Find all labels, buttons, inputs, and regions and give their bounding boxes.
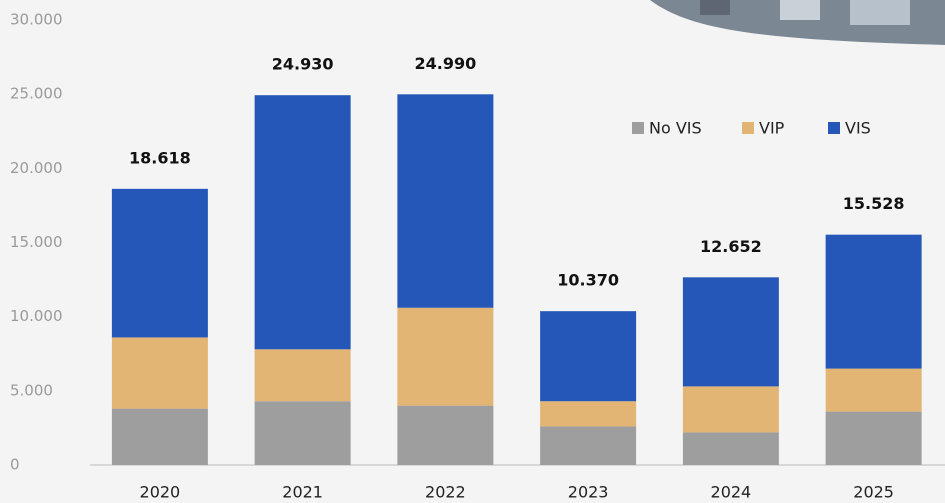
legend-swatch: [742, 122, 754, 134]
legend-swatch: [828, 122, 840, 134]
x-tick-label: 2022: [425, 483, 466, 502]
y-tick-label: 25.000: [10, 85, 63, 103]
total-label: 24.930: [272, 55, 334, 74]
total-label: 24.990: [415, 54, 477, 73]
legend-label: VIP: [759, 119, 785, 138]
total-label: 12.652: [700, 237, 762, 256]
bar-segment: [111, 337, 208, 409]
bar-segment: [682, 432, 779, 465]
bar-segment: [397, 307, 494, 406]
bar-segment: [540, 311, 637, 402]
legend-label: No VIS: [649, 119, 702, 138]
bar-segment: [540, 401, 637, 427]
bar-segment: [825, 368, 922, 412]
bar-segment: [682, 386, 779, 433]
x-tick-label: 2020: [140, 483, 181, 502]
y-tick-label: 15.000: [10, 233, 63, 251]
y-tick-label: 0: [10, 456, 20, 474]
bar-segment: [254, 401, 351, 465]
bar-segment: [254, 349, 351, 402]
x-tick-label: 2024: [711, 483, 752, 502]
legend-swatch: [632, 122, 644, 134]
bar-segment: [397, 405, 494, 465]
bar-segment: [825, 234, 922, 369]
total-label: 15.528: [843, 194, 905, 213]
x-tick-label: 2023: [568, 483, 609, 502]
legend-label: VIS: [845, 119, 871, 138]
total-label: 10.370: [557, 271, 619, 290]
y-tick-label: 5.000: [10, 381, 53, 399]
bar-segment: [254, 95, 351, 350]
bar-segment: [397, 94, 494, 308]
bar-segment: [540, 426, 637, 465]
bar-segment: [825, 411, 922, 465]
corner-photo: [650, 0, 945, 45]
y-tick-label: 20.000: [10, 159, 63, 177]
bar-segment: [111, 188, 208, 338]
x-tick-label: 2021: [282, 483, 323, 502]
total-label: 18.618: [129, 148, 191, 167]
x-tick-label: 2025: [853, 483, 894, 502]
y-tick-label: 30.000: [10, 11, 63, 29]
y-tick-label: 10.000: [10, 307, 63, 325]
bar-segment: [682, 277, 779, 387]
bar-segment: [111, 408, 208, 465]
